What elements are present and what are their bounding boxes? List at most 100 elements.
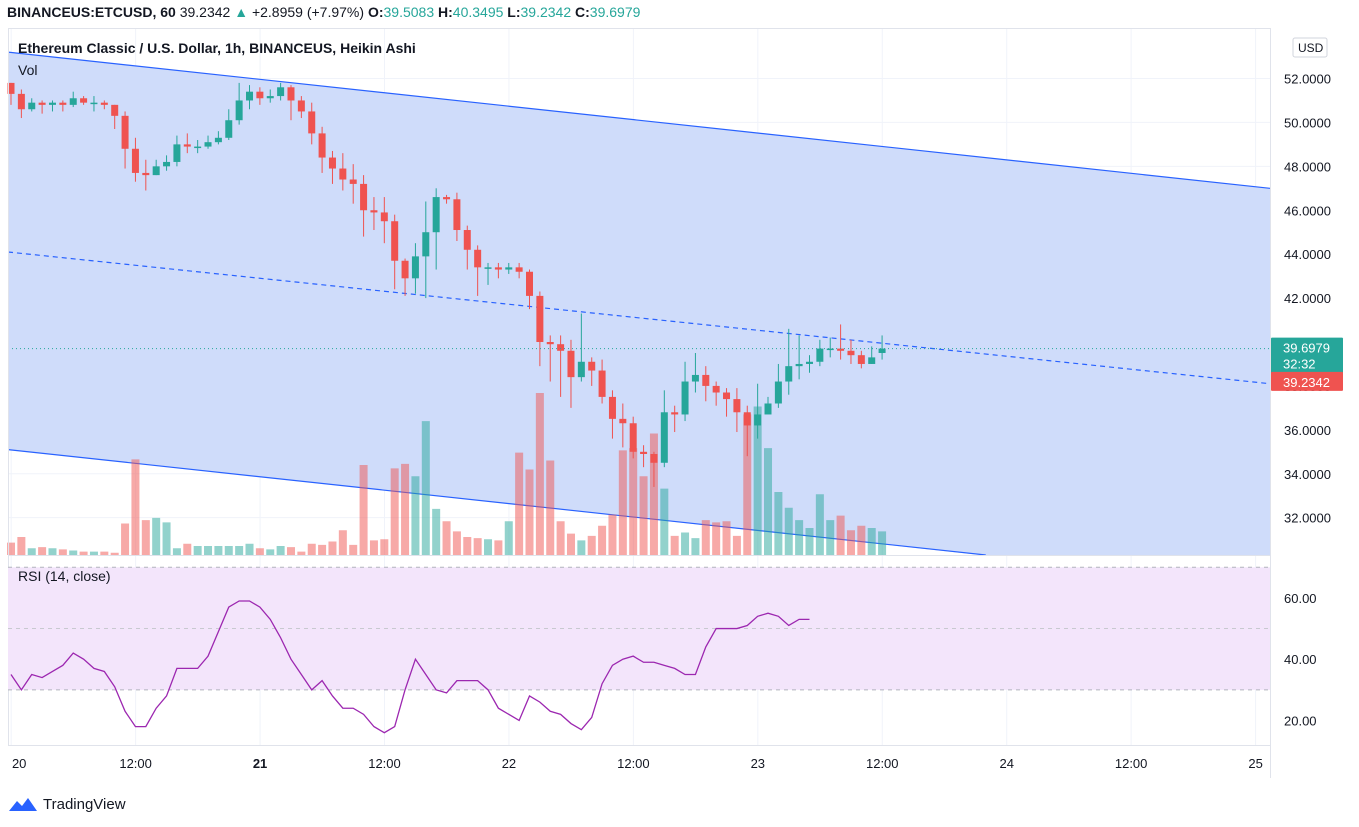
- candle-body: [702, 374, 710, 386]
- price-chart[interactable]: 52.0000 50.0000 48.0000 46.0000 44.0000 42.00…: [0, 0, 1359, 790]
- price-tick-label: 36.0000: [1284, 423, 1331, 438]
- time-tick-label: 24: [999, 756, 1013, 771]
- time-tick-label: 23: [751, 756, 765, 771]
- time-tick-label: 22: [502, 756, 516, 771]
- candle-body: [80, 98, 88, 103]
- candle-body: [494, 267, 502, 270]
- rsi-tick-label: 40.00: [1284, 652, 1317, 667]
- candle-body: [360, 183, 368, 211]
- volume-bar: [89, 551, 98, 555]
- candle-body: [204, 142, 212, 147]
- volume-bar: [525, 469, 534, 555]
- high-label: H:: [438, 4, 453, 20]
- volume-bar: [121, 523, 130, 555]
- candle-body: [235, 100, 243, 121]
- candle-body: [546, 342, 554, 345]
- volume-bar: [546, 460, 555, 555]
- last-price: 39.2342: [179, 4, 231, 20]
- high-value: 40.3495: [452, 4, 504, 20]
- rsi-legend: RSI (14, close): [18, 568, 111, 584]
- volume-bar: [649, 433, 658, 555]
- candle-body: [28, 102, 36, 110]
- low-price-value: 39.2342: [1283, 375, 1330, 390]
- candle-body: [266, 96, 274, 99]
- candle-body: [847, 350, 855, 356]
- candle-body: [515, 267, 523, 272]
- candle-body: [608, 396, 616, 419]
- time-tick-label: 20: [12, 756, 26, 771]
- candle-body: [142, 172, 150, 176]
- volume-bar: [691, 538, 700, 555]
- volume-bar: [587, 535, 596, 555]
- candle-body: [111, 104, 119, 116]
- candle-body: [391, 221, 399, 261]
- candle-body: [837, 348, 845, 351]
- candle-body: [121, 115, 129, 149]
- price-tick-label: 32.0000: [1284, 511, 1331, 526]
- tradingview-logo[interactable]: TradingView: [8, 792, 126, 816]
- candle-body: [163, 161, 171, 167]
- symbol-interval[interactable]: BINANCEUS:ETCUSD, 60: [7, 4, 176, 20]
- low-value: 39.2342: [520, 4, 572, 20]
- candle-body: [225, 120, 233, 138]
- volume-bar: [515, 452, 524, 555]
- candle-body: [650, 453, 658, 463]
- currency-label: USD: [1298, 41, 1324, 55]
- candle-body: [774, 381, 782, 404]
- volume-bar: [411, 476, 420, 555]
- candle-body: [505, 267, 513, 270]
- volume-bar: [162, 522, 171, 555]
- volume-bar: [805, 528, 814, 555]
- volume-bar: [504, 521, 513, 555]
- volume-bar: [795, 520, 804, 555]
- close-label: C:: [575, 4, 590, 20]
- candle-body: [100, 102, 108, 105]
- volume-bar: [214, 546, 223, 555]
- time-tick-label: 12:00: [617, 756, 650, 771]
- time-tick-label: 25: [1248, 756, 1262, 771]
- candle-body: [484, 267, 492, 269]
- candle-body: [90, 102, 98, 105]
- candle-body: [712, 385, 720, 393]
- volume-bar: [608, 514, 617, 555]
- candle-body: [17, 93, 25, 110]
- up-arrow-icon: ▲: [234, 4, 249, 20]
- volume-bar: [784, 507, 793, 555]
- volume-bar: [484, 539, 493, 555]
- candle-body: [297, 100, 305, 112]
- volume-bar: [224, 546, 233, 555]
- candle-body: [691, 374, 699, 382]
- price-tick-label: 42.0000: [1284, 291, 1331, 306]
- volume-bar: [318, 544, 327, 555]
- candle-body: [349, 179, 357, 184]
- brand-name: TradingView: [43, 795, 126, 813]
- bar-countdown: 32:32: [1283, 357, 1316, 372]
- volume-bar: [328, 541, 337, 555]
- volume-bar: [815, 494, 824, 555]
- candle-body: [246, 91, 254, 101]
- volume-bar: [681, 532, 690, 555]
- candle-body: [805, 361, 813, 364]
- rsi-tick-label: 60.00: [1284, 591, 1317, 606]
- time-tick-label: 21: [253, 756, 267, 771]
- channel-fill: [8, 52, 1270, 555]
- channel-upper-line: [8, 51, 1270, 189]
- volume-bar: [38, 547, 47, 555]
- volume-bar: [660, 488, 669, 555]
- currency-box: [1292, 37, 1328, 58]
- candle-body: [443, 197, 451, 200]
- close-value: 39.6979: [589, 4, 641, 20]
- volume-bar: [670, 535, 679, 555]
- candle-body: [723, 392, 731, 400]
- volume-bar: [867, 528, 876, 555]
- volume-bar: [774, 492, 783, 555]
- candle-body: [816, 348, 824, 362]
- volume-bar: [349, 544, 358, 555]
- candle-body: [152, 166, 160, 176]
- volume-legend: Vol: [18, 62, 38, 78]
- volume-bar: [826, 520, 835, 555]
- price-tick-label: 34.0000: [1284, 467, 1331, 482]
- candle-body: [567, 350, 575, 378]
- volume-bar: [390, 468, 399, 555]
- price-tick-label: 50.0000: [1284, 115, 1331, 130]
